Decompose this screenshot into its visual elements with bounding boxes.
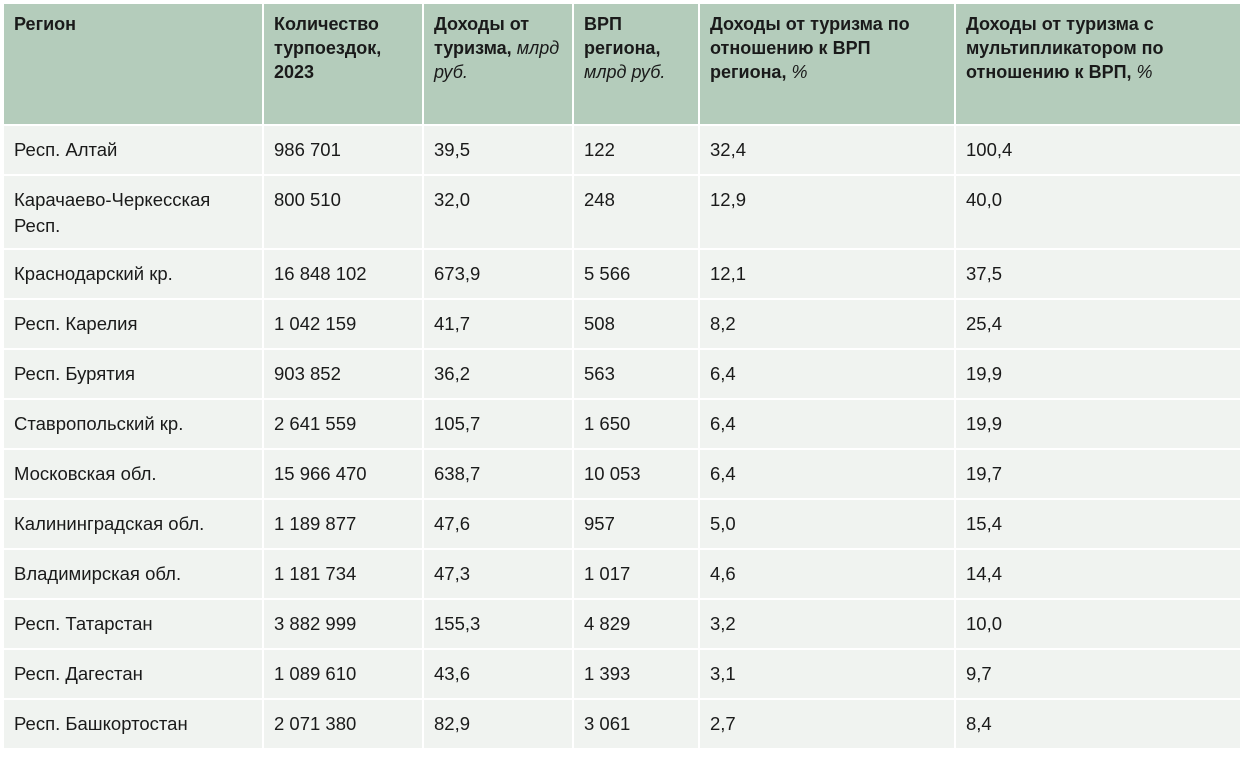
table-cell-tourism-income: 105,7 [424, 400, 572, 448]
table-cell-trips: 2 641 559 [264, 400, 422, 448]
table-cell-income-to-grp: 12,9 [700, 176, 954, 248]
table-cell-grp: 122 [574, 126, 698, 174]
header-title: Доходы от туризма по отношению к ВРП рег… [710, 14, 910, 82]
table-cell-grp: 10 053 [574, 450, 698, 498]
table-cell-income-to-grp: 3,2 [700, 600, 954, 648]
table-cell-region: Респ. Карелия [4, 300, 262, 348]
table-cell-income-to-grp: 2,7 [700, 700, 954, 748]
table-cell-multiplier-to-grp: 14,4 [956, 550, 1240, 598]
table-cell-multiplier-to-grp: 10,0 [956, 600, 1240, 648]
table-cell-region: Владимирская обл. [4, 550, 262, 598]
header-title: Регион [14, 14, 76, 34]
table-cell-tourism-income: 47,3 [424, 550, 572, 598]
table-cell-region: Респ. Башкортостан [4, 700, 262, 748]
table-cell-multiplier-to-grp: 37,5 [956, 250, 1240, 298]
table-cell-grp: 1 017 [574, 550, 698, 598]
header-trips: Количество турпоездок, 2023 [264, 4, 422, 124]
table-cell-multiplier-to-grp: 9,7 [956, 650, 1240, 698]
header-title: Количество турпоездок, 2023 [274, 14, 382, 82]
table-cell-tourism-income: 41,7 [424, 300, 572, 348]
table-cell-multiplier-to-grp: 19,7 [956, 450, 1240, 498]
table-cell-trips: 16 848 102 [264, 250, 422, 298]
table-cell-multiplier-to-grp: 25,4 [956, 300, 1240, 348]
table-cell-region: Московская обл. [4, 450, 262, 498]
table-cell-multiplier-to-grp: 19,9 [956, 350, 1240, 398]
table-cell-region: Респ. Бурятия [4, 350, 262, 398]
table-cell-income-to-grp: 8,2 [700, 300, 954, 348]
table-cell-grp: 5 566 [574, 250, 698, 298]
table-cell-trips: 1 042 159 [264, 300, 422, 348]
table-cell-multiplier-to-grp: 40,0 [956, 176, 1240, 248]
table-cell-region: Краснодарский кр. [4, 250, 262, 298]
header-grp: ВРП региона, млрд руб. [574, 4, 698, 124]
header-unit: % [1136, 62, 1153, 82]
table-cell-region: Карачаево-Черкесская Респ. [4, 176, 262, 248]
header-unit: млрд руб. [584, 62, 666, 82]
header-unit: % [791, 62, 808, 82]
table-cell-grp: 3 061 [574, 700, 698, 748]
table-cell-trips: 986 701 [264, 126, 422, 174]
table-cell-trips: 1 189 877 [264, 500, 422, 548]
table-cell-region: Калининградская обл. [4, 500, 262, 548]
table-cell-tourism-income: 43,6 [424, 650, 572, 698]
table-cell-income-to-grp: 6,4 [700, 400, 954, 448]
table-cell-grp: 1 393 [574, 650, 698, 698]
table-cell-trips: 1 089 610 [264, 650, 422, 698]
table-cell-region: Респ. Дагестан [4, 650, 262, 698]
table-cell-trips: 1 181 734 [264, 550, 422, 598]
table-cell-trips: 3 882 999 [264, 600, 422, 648]
table-cell-grp: 957 [574, 500, 698, 548]
table-cell-income-to-grp: 3,1 [700, 650, 954, 698]
table-cell-trips: 903 852 [264, 350, 422, 398]
table-cell-grp: 508 [574, 300, 698, 348]
header-tourism-income: Доходы от туризма, млрд руб. [424, 4, 572, 124]
tourism-income-table: Регион Количество турпоездок, 2023 Доход… [4, 4, 1240, 748]
table-cell-tourism-income: 47,6 [424, 500, 572, 548]
table-cell-income-to-grp: 5,0 [700, 500, 954, 548]
header-title: Доходы от туризма, [434, 14, 530, 58]
header-title: Доходы от туризма с мультипликатором по … [966, 14, 1164, 82]
table-cell-income-to-grp: 12,1 [700, 250, 954, 298]
table-cell-trips: 800 510 [264, 176, 422, 248]
table-cell-trips: 2 071 380 [264, 700, 422, 748]
table-cell-grp: 563 [574, 350, 698, 398]
header-multiplier-to-grp: Доходы от туризма с мультипликатором по … [956, 4, 1240, 124]
table-cell-tourism-income: 36,2 [424, 350, 572, 398]
table-cell-tourism-income: 638,7 [424, 450, 572, 498]
table-cell-income-to-grp: 6,4 [700, 450, 954, 498]
table-cell-region: Респ. Алтай [4, 126, 262, 174]
table-cell-region: Респ. Татарстан [4, 600, 262, 648]
table-cell-income-to-grp: 6,4 [700, 350, 954, 398]
table-cell-tourism-income: 39,5 [424, 126, 572, 174]
table-cell-grp: 1 650 [574, 400, 698, 448]
table-cell-income-to-grp: 32,4 [700, 126, 954, 174]
table-cell-tourism-income: 673,9 [424, 250, 572, 298]
table-cell-income-to-grp: 4,6 [700, 550, 954, 598]
table-cell-multiplier-to-grp: 100,4 [956, 126, 1240, 174]
header-income-to-grp: Доходы от туризма по отношению к ВРП рег… [700, 4, 954, 124]
table-cell-grp: 248 [574, 176, 698, 248]
table-cell-multiplier-to-grp: 19,9 [956, 400, 1240, 448]
table-cell-multiplier-to-grp: 15,4 [956, 500, 1240, 548]
table-cell-grp: 4 829 [574, 600, 698, 648]
table-cell-tourism-income: 155,3 [424, 600, 572, 648]
table-cell-tourism-income: 32,0 [424, 176, 572, 248]
header-unit: млрд руб. [434, 38, 560, 82]
header-region: Регион [4, 4, 262, 124]
table-cell-multiplier-to-grp: 8,4 [956, 700, 1240, 748]
table-cell-tourism-income: 82,9 [424, 700, 572, 748]
table-cell-trips: 15 966 470 [264, 450, 422, 498]
table-cell-region: Ставропольский кр. [4, 400, 262, 448]
header-title: ВРП региона, [584, 14, 661, 58]
